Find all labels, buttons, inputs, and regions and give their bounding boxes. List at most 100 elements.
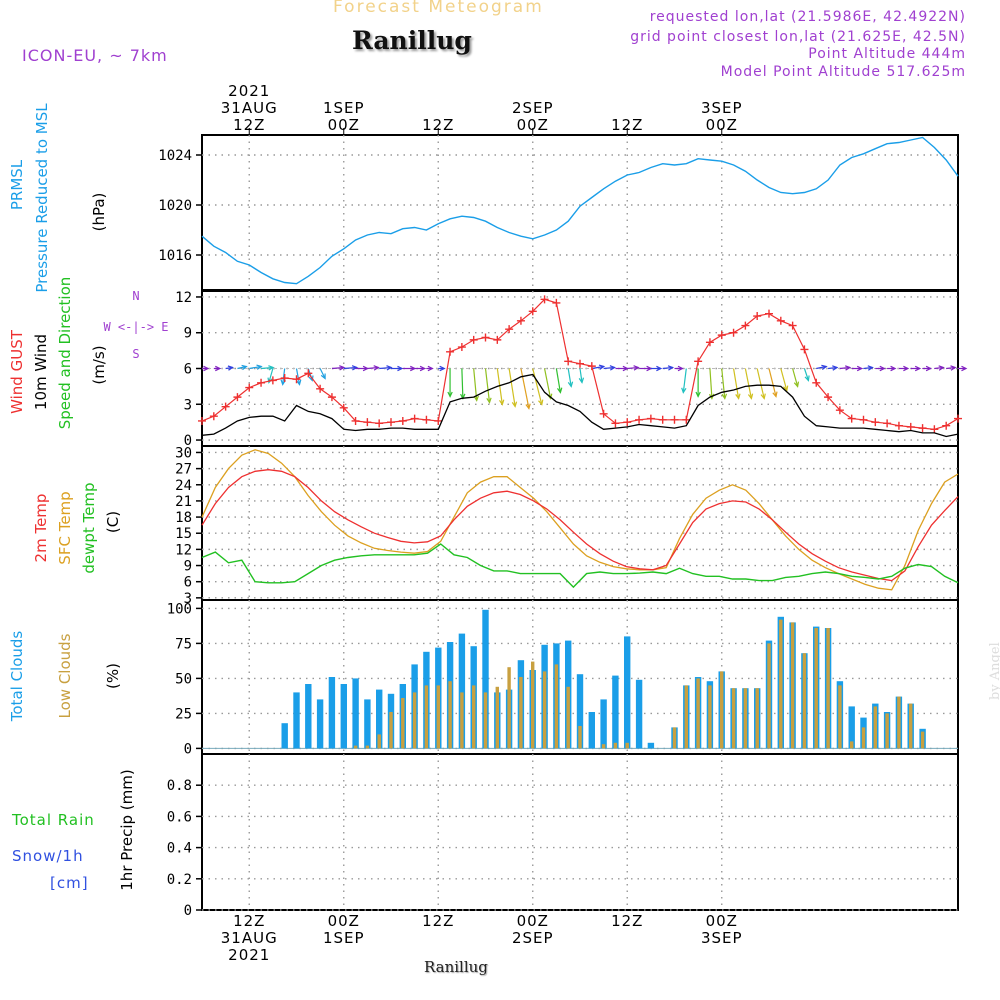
gust-marker <box>375 419 384 428</box>
cloud-total-bar <box>482 609 489 749</box>
cloud-low-bar <box>472 685 476 749</box>
y-tick-label: 24 <box>175 478 192 494</box>
time-label-top: 00Z <box>706 116 738 134</box>
gust-marker <box>954 414 962 423</box>
cloud-low-bar <box>743 688 748 749</box>
time-label-bottom: 12Z <box>233 912 265 930</box>
wind-arrow-head <box>373 365 380 371</box>
wind-arrow-head <box>760 393 766 400</box>
panel-frame <box>201 753 959 911</box>
y-tick-label: 21 <box>175 494 192 510</box>
wind-arrow-head <box>578 377 585 384</box>
wind-arrow <box>295 368 301 385</box>
dewpt-line <box>201 543 959 589</box>
y-tick-label: 0.4 <box>167 841 192 857</box>
total-clouds-label: Total Clouds <box>8 631 26 723</box>
wind-arrow-head <box>844 365 852 371</box>
time-label-bottom: 31AUG <box>221 929 278 947</box>
cloud-total-bar <box>293 692 300 749</box>
wind-arrow <box>756 368 765 399</box>
cloud-low-bar <box>885 713 889 749</box>
wind-arrow-head <box>339 365 346 371</box>
gust-marker <box>446 347 455 356</box>
gust-marker <box>292 375 301 384</box>
gust-marker <box>871 418 880 427</box>
wind-arrow-head <box>914 365 922 372</box>
gust-marker <box>599 409 608 418</box>
wind-arrow-head <box>890 365 897 372</box>
time-label-bottom: 00Z <box>517 912 549 930</box>
cloud-low-bar <box>424 685 429 749</box>
cloud-low-bar <box>613 742 618 749</box>
cloud-unit-label: (%) <box>104 663 122 689</box>
wind-arrow <box>261 366 274 370</box>
y-tick-label: 3 <box>184 591 192 607</box>
gust-marker <box>505 325 514 334</box>
gust-marker <box>327 393 336 402</box>
time-label-top: 2SEP <box>512 99 554 117</box>
cloud-low-bar <box>790 622 795 749</box>
cloud-low-bar <box>377 734 381 749</box>
gust-marker <box>363 418 372 427</box>
cloud-low-bar <box>779 619 783 749</box>
y-tick-label: 25 <box>175 706 192 722</box>
wind-arrow <box>803 368 810 381</box>
gust-marker <box>906 422 915 431</box>
wind-arrow <box>319 368 326 379</box>
gust-marker <box>280 374 289 383</box>
gust-marker <box>233 393 242 402</box>
gust-marker <box>824 393 833 402</box>
cloud-total-bar <box>624 636 631 749</box>
cloud-total-bar <box>376 689 383 749</box>
y-tick-label: 0.2 <box>167 872 192 888</box>
pressure-label-2: Pressure Reduced to MSL <box>33 103 51 293</box>
wind-arrow-head <box>473 395 479 402</box>
cloud-low-bar <box>708 685 712 749</box>
cloud-low-bar <box>495 686 499 749</box>
wind-arrow <box>682 368 687 393</box>
wind-arrow-head <box>538 399 544 406</box>
gust-marker <box>729 328 738 337</box>
cloud-total-bar <box>458 633 466 749</box>
wind-arrow-head <box>296 379 302 386</box>
time-label-bottom: 00Z <box>706 912 738 930</box>
wind-arrow-head <box>633 365 640 371</box>
wind-arrow <box>768 368 777 397</box>
y-tick-label: 6 <box>184 362 192 378</box>
wind-arrow <box>827 366 838 370</box>
cloud-low-bar <box>909 703 913 749</box>
cloud-total-bar <box>352 678 359 749</box>
wind-arrow-head <box>747 393 754 400</box>
cloud-low-bar <box>802 653 807 749</box>
time-label-bottom: 2021 <box>228 946 270 964</box>
wind-arrow <box>249 365 262 370</box>
gust-marker <box>410 414 419 423</box>
wind-arrow-head <box>772 391 778 398</box>
gust-marker <box>245 383 254 392</box>
wind-arrow-head <box>268 365 275 371</box>
watermark-title: Forecast Meteogram <box>333 0 544 17</box>
wind-arrow-head <box>793 381 800 388</box>
gust-marker <box>316 384 325 393</box>
time-label-top: 1SEP <box>323 99 365 117</box>
gust-marker <box>646 414 655 423</box>
cloud-total-bar <box>305 684 312 749</box>
gust-marker <box>564 357 573 366</box>
wind-arrow-head <box>308 375 314 382</box>
compass-s: S <box>132 347 139 361</box>
time-label-top: 00Z <box>328 116 360 134</box>
wind-arrow <box>237 365 247 370</box>
cloud-low-bar <box>838 685 842 749</box>
wind-arrow-head <box>695 391 701 398</box>
wind-arrow <box>591 365 604 370</box>
temp2m-label: 2m Temp <box>32 494 50 563</box>
wind-arrow-head <box>961 365 968 372</box>
y-tick-label: 1020 <box>158 198 192 214</box>
time-label-bottom: 00Z <box>328 912 360 930</box>
time-label-top: 31AUG <box>221 99 278 117</box>
gust-marker <box>694 357 703 366</box>
gust-marker <box>257 378 266 387</box>
wind-arrow-head <box>439 365 446 372</box>
gust-marker <box>658 415 667 424</box>
cloud-low-bar <box>601 744 606 749</box>
